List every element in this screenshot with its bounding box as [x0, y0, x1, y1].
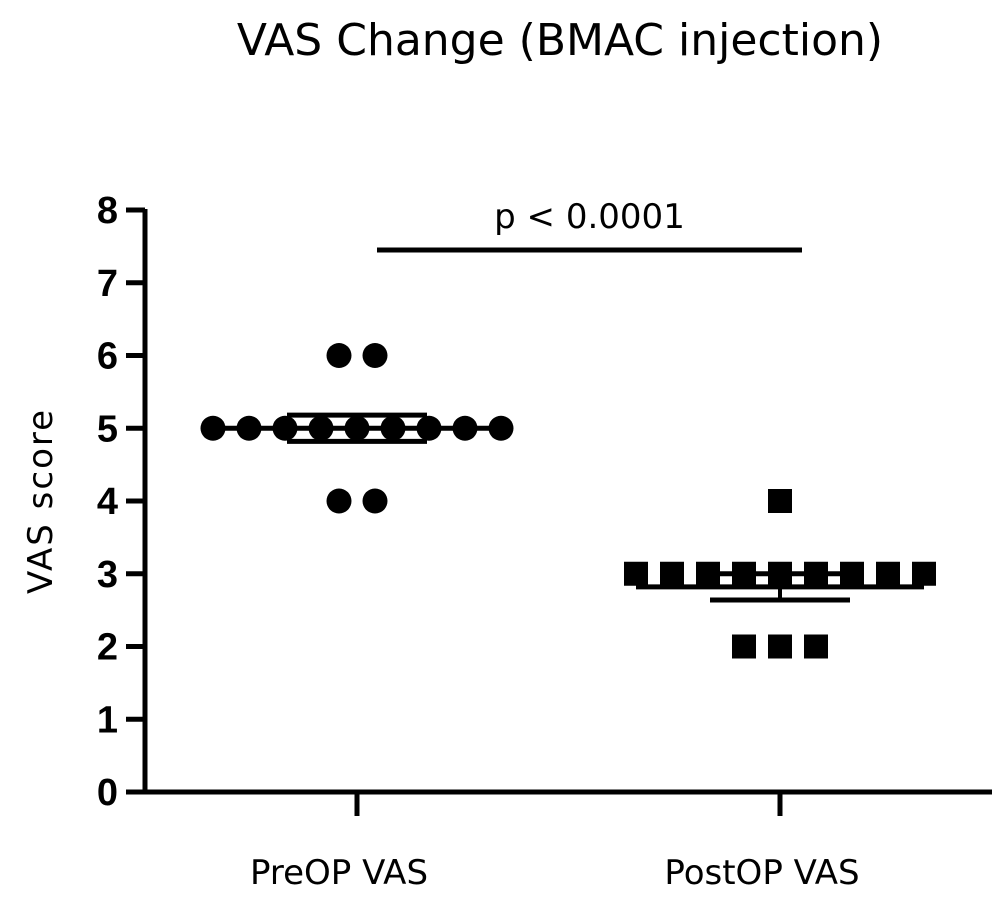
data-point-square: [804, 634, 828, 659]
y-tick-label: 3: [97, 554, 118, 596]
data-point-square: [732, 634, 756, 659]
y-tick-label: 8: [97, 190, 118, 232]
data-point-circle: [326, 488, 352, 514]
y-tick-label: 1: [97, 699, 118, 741]
y-axis-label: VAS score: [21, 408, 61, 594]
x-tick-label: PreOP VAS: [250, 853, 428, 893]
y-tick-label: 5: [97, 408, 118, 450]
y-tick-label: 6: [97, 336, 118, 378]
data-point-square: [624, 561, 648, 586]
annotations: p < 0.0001: [377, 197, 802, 253]
data-point-circle: [326, 343, 352, 368]
data-point-square: [912, 561, 936, 586]
y-tick-label: 4: [97, 481, 118, 523]
y-tick-label: 0: [97, 772, 118, 814]
chart-title: VAS Change (BMAC injection): [237, 15, 883, 66]
data-point-circle: [362, 343, 388, 368]
data-point-circle: [362, 488, 388, 514]
x-ticks: PreOP VAS PostOP VAS: [250, 794, 860, 893]
summary-lines: [213, 412, 924, 603]
data-point-square: [768, 634, 792, 659]
data-point-square: [768, 489, 792, 513]
x-tick-label: PostOP VAS: [664, 853, 859, 893]
data-point-square: [876, 561, 900, 586]
y-tick-label: 2: [97, 627, 118, 669]
data-points: [200, 343, 936, 659]
data-point-square: [660, 561, 684, 586]
y-tick-label: 7: [97, 263, 118, 305]
y-ticks: 0 1 2 3 4 5 6 7 8: [97, 190, 145, 814]
significance-label: p < 0.0001: [494, 197, 685, 237]
